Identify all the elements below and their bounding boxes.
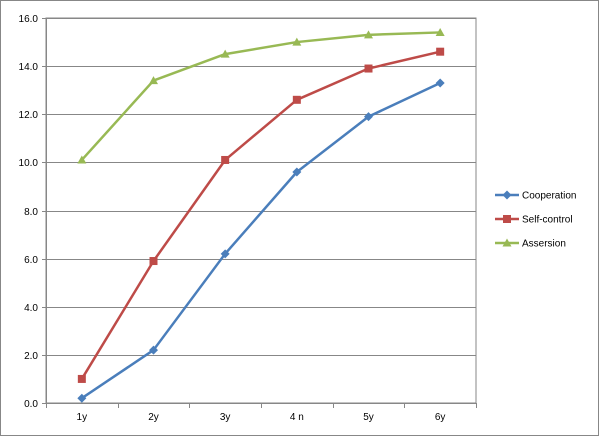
data-point bbox=[221, 155, 230, 164]
gridlines bbox=[46, 18, 476, 356]
x-tick-label: 3y bbox=[220, 412, 231, 423]
data-point bbox=[220, 49, 230, 58]
legend-entry: Assersion bbox=[495, 238, 566, 250]
y-tick-label: 2.0 bbox=[24, 351, 38, 362]
data-point bbox=[435, 78, 445, 88]
x-tick-label: 5y bbox=[363, 412, 374, 423]
y-tick-label: 6.0 bbox=[24, 255, 38, 266]
y-tick-label: 4.0 bbox=[24, 303, 38, 314]
data-point bbox=[435, 27, 445, 36]
series-line bbox=[80, 50, 441, 380]
y-tick-labels: 0.0 2.0 4.0 6.0 8.0 10.0 12.0 14.0 16.0 bbox=[19, 14, 39, 410]
legend-label: Self-control bbox=[522, 215, 573, 226]
data-point bbox=[436, 47, 445, 56]
data-point bbox=[149, 345, 158, 355]
data-point bbox=[292, 37, 302, 46]
series-cooperation bbox=[77, 78, 445, 403]
legend: Cooperation Self-control Assersion bbox=[495, 190, 576, 250]
y-tick-label: 14.0 bbox=[19, 62, 39, 73]
legend-marker bbox=[502, 190, 512, 200]
plot-area-border bbox=[45, 17, 477, 404]
data-point bbox=[292, 167, 302, 177]
series-self-control bbox=[77, 47, 445, 383]
series-line bbox=[80, 31, 441, 161]
data-point bbox=[149, 257, 158, 266]
y-tick-label: 0.0 bbox=[24, 399, 38, 410]
legend-entry: Self-control bbox=[495, 215, 573, 226]
y-tick-label: 16.0 bbox=[19, 14, 39, 25]
legend-label: Cooperation bbox=[522, 191, 576, 202]
y-tick-label: 12.0 bbox=[19, 110, 39, 121]
y-tick-label: 10.0 bbox=[19, 158, 39, 169]
legend-entry: Cooperation bbox=[495, 190, 576, 202]
data-point bbox=[364, 64, 373, 73]
data-point bbox=[292, 95, 301, 104]
data-point bbox=[77, 393, 87, 403]
axes bbox=[42, 17, 477, 408]
x-tick-label: 2y bbox=[148, 412, 159, 423]
x-tick-labels: 1y 2y 3y 4 n 5y 6y bbox=[77, 412, 446, 423]
data-point bbox=[364, 112, 373, 122]
data-point bbox=[77, 374, 86, 383]
x-tick-label: 6y bbox=[435, 412, 446, 423]
series-line bbox=[81, 81, 441, 400]
data-point bbox=[77, 155, 87, 164]
series-assersion bbox=[77, 27, 445, 164]
legend-marker bbox=[503, 215, 511, 223]
y-tick-label: 8.0 bbox=[24, 207, 38, 218]
data-point bbox=[364, 30, 373, 39]
data-point bbox=[220, 249, 230, 259]
legend-label: Assersion bbox=[522, 239, 566, 250]
data-point bbox=[149, 76, 158, 85]
x-tick-label: 4 n bbox=[290, 412, 304, 423]
series bbox=[77, 27, 445, 403]
legend-marker bbox=[502, 238, 512, 247]
x-tick-label: 1y bbox=[77, 412, 88, 423]
